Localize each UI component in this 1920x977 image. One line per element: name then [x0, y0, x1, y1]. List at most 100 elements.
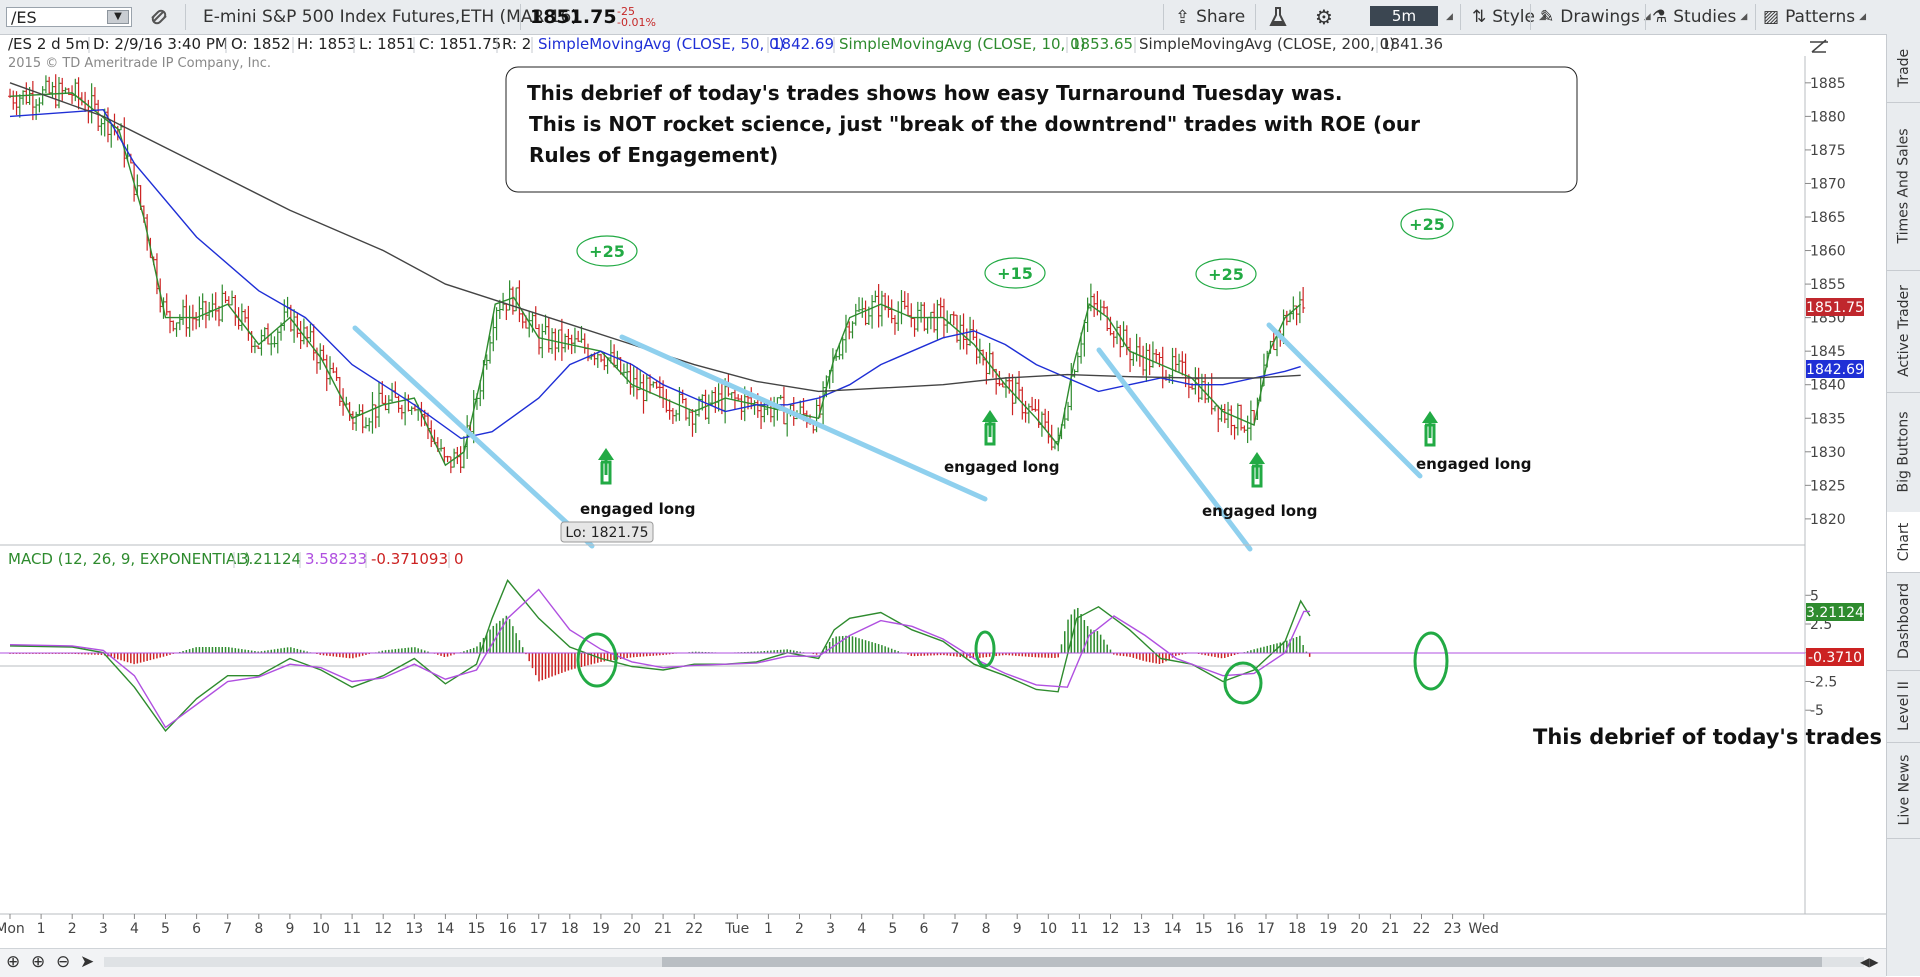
up-arrow-head [982, 410, 998, 422]
time-tick-label: 21 [1381, 921, 1399, 937]
price-tick-label: 1880 [1810, 109, 1846, 125]
scroll-right-icon[interactable]: ◀▶ [1860, 955, 1879, 969]
up-arrow-head [1422, 411, 1438, 423]
tab-live-news[interactable]: Live News [1887, 742, 1920, 839]
studies-button[interactable]: ⚗ Studies ◢ [1652, 0, 1747, 34]
price-tick-label: 1840 [1810, 378, 1846, 394]
separator [1530, 4, 1531, 30]
tab-times-and-sales[interactable]: Times And Sales [1887, 102, 1920, 271]
time-tick-label: 12 [374, 921, 392, 937]
flask-icon[interactable] [1268, 0, 1288, 34]
tab-trade[interactable]: Trade [1887, 34, 1920, 103]
up-arrow-head [1249, 452, 1265, 464]
tab-label: Dashboard [1896, 583, 1912, 659]
time-tick-label: 22 [1413, 921, 1431, 937]
link-icon[interactable] [148, 0, 170, 34]
time-tick-label: 8 [254, 921, 263, 937]
macd-tick-label: -2.5 [1810, 674, 1837, 690]
annotation-line-2: This is NOT rocket science, just "break … [529, 112, 1420, 136]
price-tick-label: 1870 [1810, 176, 1846, 192]
macd-avg-line [9, 588, 1310, 729]
price-tick-label: 1885 [1810, 76, 1846, 92]
price-tick-label: 1860 [1810, 244, 1846, 260]
macd-header: MACD (12, 26, 9, EXPONENTIAL) 3.21124 3.… [8, 550, 464, 568]
zoom-out-icon[interactable]: ⊖ [56, 952, 71, 972]
sma10-value: 1853.65 [1071, 35, 1133, 53]
symbol-input[interactable]: /ES ▼ [6, 7, 132, 27]
price-axis: 1820182518301835184018451850185518601865… [1805, 76, 1846, 528]
instrument-description: E-mini S&P 500 Index Futures,ETH (MAR 16… [203, 7, 578, 27]
separator [1755, 4, 1756, 30]
chevron-down-icon: ◢ [1643, 12, 1651, 22]
trendline [352, 325, 595, 549]
signal-circle [1413, 631, 1449, 691]
gain-badge: +25 [576, 235, 638, 267]
sma50-tag-value: 1842.69 [1806, 362, 1864, 378]
timeframe-selector[interactable]: 5m [1370, 6, 1438, 26]
time-tick-label: 23 [1444, 921, 1462, 937]
separator [1645, 4, 1646, 30]
annotation-box: This debrief of today's trades shows how… [505, 66, 1578, 193]
time-tick-label: 8 [982, 921, 991, 937]
time-tick-label: 4 [130, 921, 139, 937]
chart-canvas[interactable]: /ES 2 d 5m D: 2/9/16 3:40 PM O: 1852 H: … [0, 34, 1886, 948]
bar-open: O: 1852 [231, 35, 291, 53]
tab-chart[interactable]: Chart [1887, 512, 1920, 573]
low-price-bubble: Lo: 1821.75 [560, 521, 654, 543]
macd-avg-value: 3.58233 [305, 550, 367, 568]
time-tick-label: 15 [468, 921, 486, 937]
price-tick-label: 1855 [1810, 277, 1846, 293]
patterns-button[interactable]: ▨ Patterns ◢ [1763, 0, 1866, 34]
chart-type-icon[interactable] [1811, 39, 1827, 53]
trendline [1096, 347, 1253, 552]
gain-value: +25 [589, 242, 625, 261]
tab-active-trader[interactable]: Active Trader [1887, 270, 1920, 393]
separator [1163, 4, 1164, 30]
gain-badge: +25 [1195, 258, 1257, 290]
time-tick-label: 16 [1226, 921, 1244, 937]
time-tick-label: 17 [1257, 921, 1275, 937]
time-tick-label: 13 [1133, 921, 1151, 937]
style-button[interactable]: ⇅ Style ◢ [1452, 0, 1546, 34]
cursor-icon[interactable]: ➤ [80, 952, 95, 972]
share-button[interactable]: ⇪ Share [1175, 0, 1245, 34]
share-icon: ⇪ [1175, 6, 1191, 28]
footer-annotation: This debrief of today's trades s [1533, 725, 1886, 749]
macd-tick-label: 2.5 [1810, 617, 1832, 633]
trendlines [352, 322, 1423, 552]
tab-big-buttons[interactable]: Big Buttons [1887, 392, 1920, 513]
time-tick-label: 21 [654, 921, 672, 937]
tab-label: Times And Sales [1896, 128, 1912, 244]
price-tick-label: 1875 [1810, 143, 1846, 159]
bar-range: R: 2 [502, 35, 531, 53]
last-price-tag: 1851.75 [1806, 298, 1864, 316]
scrollbar-thumb[interactable] [662, 957, 1822, 967]
sma10-label: SimpleMovingAvg (CLOSE, 10, 0) [839, 35, 1085, 53]
time-tick-label: 19 [592, 921, 610, 937]
macd-line [9, 578, 1311, 732]
time-tick-label: 14 [436, 921, 454, 937]
gear-icon[interactable]: ⚙ [1315, 5, 1333, 29]
drawings-button[interactable]: ✎ Drawings ◢ [1540, 0, 1651, 34]
time-tick-label: 3 [99, 921, 108, 937]
symbol-value: /ES [11, 8, 37, 27]
time-tick-label: 16 [499, 921, 517, 937]
zoom-in-icon[interactable]: ⊕ [31, 952, 46, 972]
tab-level-ii[interactable]: Level II [1887, 670, 1920, 743]
chevron-down-icon[interactable]: ◢ [1446, 12, 1453, 22]
symbol-dropdown-button[interactable]: ▼ [107, 10, 129, 24]
time-tick-label: 7 [223, 921, 232, 937]
tab-dashboard[interactable]: Dashboard [1887, 572, 1920, 671]
time-tick-label: 2 [68, 921, 77, 937]
time-tick-label: 9 [285, 921, 294, 937]
horizontal-scrollbar[interactable] [104, 957, 1864, 967]
time-tick-label: 4 [857, 921, 866, 937]
time-tick-label: 20 [1350, 921, 1368, 937]
price-tick-label: 1865 [1810, 210, 1846, 226]
annotation-line-1: This debrief of today's trades shows how… [527, 81, 1342, 105]
price-tick-label: 1820 [1810, 512, 1846, 528]
separator [520, 4, 521, 30]
macd-tick-label: 5 [1810, 588, 1819, 604]
separator [1460, 4, 1461, 30]
crosshair-icon[interactable]: ⊕ [6, 952, 21, 972]
